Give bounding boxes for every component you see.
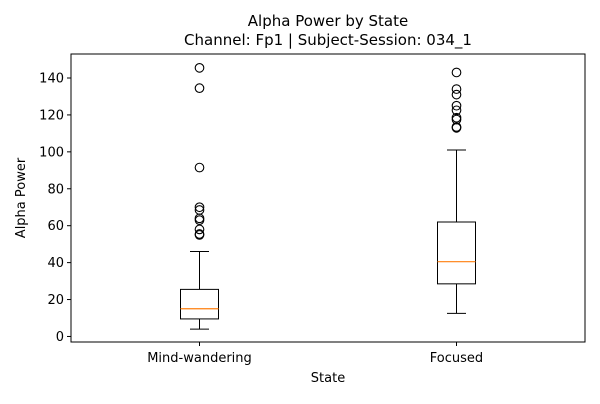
iqr-box xyxy=(437,221,476,285)
plot-frame xyxy=(70,53,586,343)
y-tick-label: 40 xyxy=(47,256,64,271)
y-tick-label: 120 xyxy=(39,108,64,123)
y-tick-label: 80 xyxy=(47,182,64,197)
outlier-point xyxy=(451,67,462,78)
iqr-box xyxy=(180,288,219,320)
outlier-point xyxy=(451,122,462,133)
x-axis-label: State xyxy=(311,371,345,386)
plot-area: 0 20 40 60 80 100 120 140 Mind-wandering Focused xyxy=(39,53,586,366)
outlier-point xyxy=(451,105,462,116)
y-tick-label: 100 xyxy=(39,145,64,160)
outlier-point xyxy=(451,89,462,100)
outlier-point xyxy=(194,162,205,173)
outlier-point xyxy=(194,215,205,226)
y-tick-label: 0 xyxy=(56,330,64,345)
outlier-point xyxy=(451,100,462,111)
y-tick-label: 140 xyxy=(39,72,64,87)
outlier-point xyxy=(194,230,205,240)
y-tick-label: 20 xyxy=(47,293,64,308)
x-tick-label: Mind-wandering xyxy=(147,351,252,366)
chart-title: Alpha Power by State xyxy=(248,12,408,30)
x-tick-label: Focused xyxy=(430,351,483,366)
outlier-point xyxy=(194,224,205,235)
outlier-point xyxy=(194,62,205,73)
outlier-point xyxy=(451,84,462,94)
outlier-point xyxy=(194,213,205,224)
outlier-point xyxy=(194,202,205,213)
y-tick-label: 60 xyxy=(47,219,64,234)
y-axis-label: Alpha Power xyxy=(14,157,29,238)
outlier-point xyxy=(194,83,205,94)
chart-subtitle: Channel: Fp1 | Subject-Session: 034_1 xyxy=(184,31,472,50)
